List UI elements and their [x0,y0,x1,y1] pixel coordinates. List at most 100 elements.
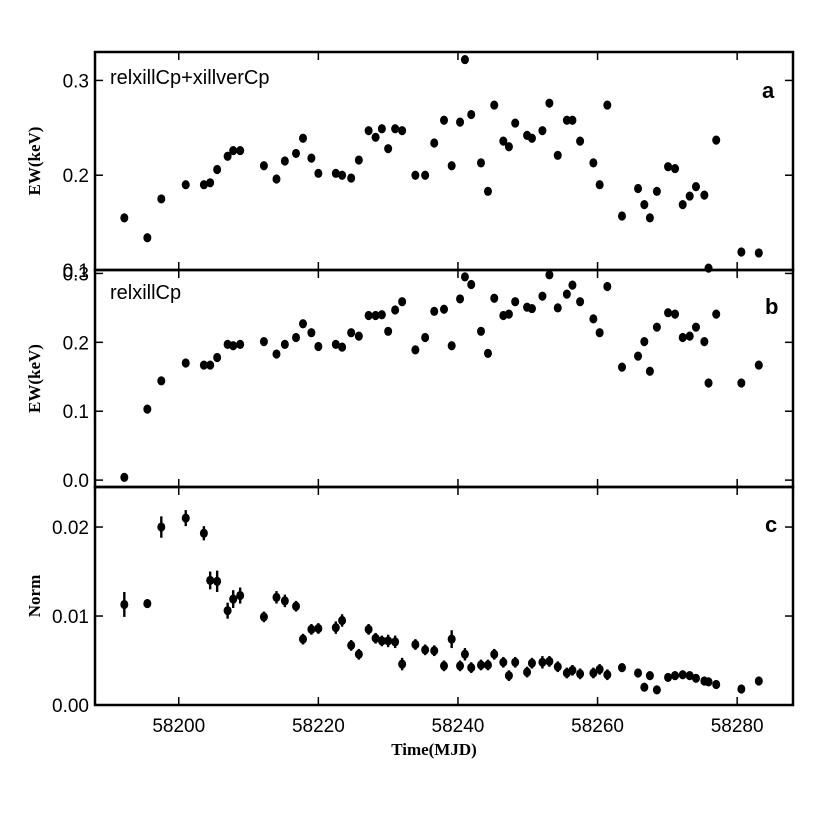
panel-b-data-point [490,293,499,303]
panel-c-data-point [447,634,456,644]
panel-c-data-point [259,612,268,622]
panel-a-data-point [576,136,585,146]
panel-a-data-point [120,213,129,223]
panel-b-data-point [143,404,152,414]
panel-c-data-point [467,663,476,673]
panel-c-data-point [421,645,430,655]
panel-b-data-point [645,366,654,376]
panel-b-data-point [691,322,700,332]
xtick-label: 58220 [292,716,345,737]
panel-c-data-point [483,660,492,670]
panel-a-data-point [483,186,492,196]
panel-b-data-point [460,272,469,282]
panel-a-data-point [617,211,626,221]
panel-a-data-point [603,100,612,110]
panel-a-data-point [307,153,316,163]
panel-b-data-point [338,342,347,352]
panel-b-data-point [299,319,308,329]
panel-a-data-point [511,118,520,128]
panel-c-data-point [595,664,604,675]
panel-b-data-point [347,328,356,338]
panel-b-data-point [120,472,129,482]
panel-a-data-point [157,194,166,204]
panel-a-data-point [634,183,643,194]
panel-c-data-point [704,677,713,687]
panel-b-data-point [476,326,485,336]
panel-a-data-point [490,100,499,110]
panel-a-data-point [314,168,323,178]
panel-b-data-point [589,314,598,324]
panel-c-data-point [671,671,680,681]
panel-a-data-point [338,170,347,180]
panel-b-data-point [292,332,301,343]
panel-c-data-point [181,513,190,523]
panel-a-data-point [476,158,485,168]
panel-c-data-point [712,679,721,690]
panel-a-data-point [229,145,238,156]
panel-c-data-point [476,660,485,670]
panel-c-data-point [634,668,643,678]
panel-c-data-point [737,684,746,694]
panel-b-data-point [595,328,604,338]
panel-b-data-point [398,297,407,307]
panel-a-data-point [430,138,439,148]
panel-b-data-point [504,309,513,319]
panel-b-model-label: relxillCp [110,282,181,304]
panel-b-data-point [331,339,340,349]
panel-a-data-point [645,213,654,223]
panel-b-letter: b [765,294,778,319]
panel-b-data-point [678,332,687,343]
panel-a-data-point [199,180,208,190]
panel-b-data-point [527,303,536,314]
panel-c-data-point [545,656,554,667]
panel-a-data-point [280,156,289,166]
panel-a-data-point [460,54,469,65]
x-axis-label: Time(MJD) [391,740,477,759]
panel-b-data-point [377,310,386,320]
panel-b-data-point [634,351,643,361]
panel-c-data-point [553,662,562,672]
panel-c-data-point [272,592,281,602]
panel-c-data-point [691,673,700,683]
panel-c-data-point [213,576,222,586]
panel-b-data-point [206,360,215,370]
panel-b-data-point [199,360,208,370]
panel-b-data-point [354,331,363,341]
panel-b-data-point [568,280,577,290]
panel-a-data-point [499,136,508,146]
panel-b-data-point [157,376,166,386]
panel-a-data-point [671,163,680,174]
panel-a-data-point [640,200,649,210]
panel-b-data-point [671,309,680,319]
panel-b-data-point [712,309,721,319]
panel-a-data-point [700,190,709,200]
panel-b-data-point [754,360,763,370]
panel-a-model-label: relxillCp+xillverCp [110,67,269,89]
panel-b-data-point [447,341,456,351]
panel-c-data-point [538,657,547,667]
panel-a-data-point [652,186,661,196]
panel-a-data-point [371,132,380,142]
panel-c-data-point [617,663,626,673]
panel-c-data-point [490,649,499,659]
panel-b-data-point [391,305,400,315]
panel-c-data-point [338,615,347,626]
panel-b-data-point [704,378,713,388]
panel-c-data-point [685,671,694,681]
panel-c-data-point [206,575,215,586]
panel-b-data-point [617,362,626,372]
panel-c-data-point [430,646,439,656]
panel-a-ytick-label: 0.1 [63,261,89,282]
panel-c-data-point [645,671,654,681]
panel-b-frame [93,268,795,489]
panel-b-data-point [213,352,222,363]
panel-b-data-point [545,270,554,280]
panel-b-data-point [511,297,520,307]
panel-c-data-point [568,665,577,675]
panel-a-data-point [223,151,232,161]
panel-a-data-point [331,168,340,178]
panel-c-data-point [504,671,513,681]
panel-b-data-point [737,378,746,388]
panel-b-ytick-label: 0.2 [63,333,89,354]
panel-b-data-point [467,279,476,290]
